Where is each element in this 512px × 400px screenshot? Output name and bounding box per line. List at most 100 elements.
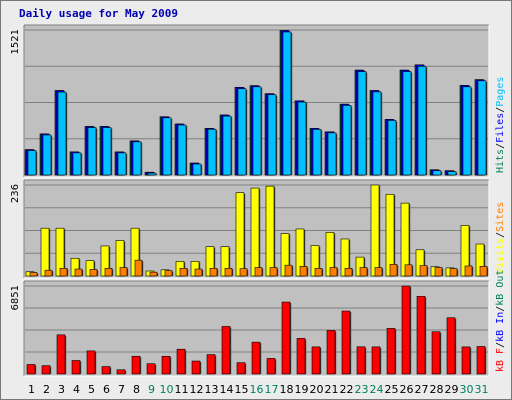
bar-pages-15 <box>237 88 247 176</box>
top-ymax-label: 1521 <box>10 29 21 54</box>
bar-pages-9 <box>147 172 157 176</box>
bar-visits-16 <box>250 187 260 277</box>
bar-kbf-24 <box>371 346 381 375</box>
bar-kbf-12 <box>191 360 201 375</box>
bar-kbf-25 <box>386 328 396 375</box>
bar-pages-8 <box>132 141 142 176</box>
x-tick-label-4: 4 <box>73 383 80 396</box>
bar-sites-26 <box>404 264 413 277</box>
bar-sites-11 <box>179 267 188 277</box>
bar-sites-9 <box>149 271 158 277</box>
bar-sites-22 <box>344 267 353 277</box>
bar-kbf-23 <box>356 346 366 375</box>
bar-sites-1 <box>29 272 38 277</box>
bar-sites-21 <box>329 267 338 277</box>
bar-pages-29 <box>447 171 457 176</box>
bar-kbf-1 <box>26 364 36 375</box>
bottom-legend: kB F/kB In/kB Out <box>495 270 506 372</box>
bar-pages-3 <box>57 91 67 176</box>
bar-kbf-26 <box>401 285 411 375</box>
bar-kbf-30 <box>461 346 471 375</box>
bar-pages-4 <box>72 152 82 176</box>
bar-visits-15 <box>235 192 245 277</box>
bar-pages-10 <box>162 117 172 176</box>
bar-kbf-6 <box>101 366 111 375</box>
x-tick-label-18: 18 <box>280 383 294 396</box>
x-tick-label-14: 14 <box>220 383 234 396</box>
bar-kbf-14 <box>221 326 231 375</box>
bar-sites-2 <box>44 269 53 277</box>
bar-sites-15 <box>239 268 248 277</box>
bar-kbf-28 <box>431 331 441 375</box>
bar-kbf-10 <box>161 355 171 375</box>
legend-entry: / <box>495 306 506 312</box>
x-tick-label-29: 29 <box>445 383 459 396</box>
bar-pages-28 <box>432 170 442 176</box>
legend-entry: Hits <box>495 149 506 173</box>
legend-entry: / <box>495 342 506 348</box>
bar-pages-30 <box>462 86 472 176</box>
bar-kbf-27 <box>416 295 426 375</box>
x-tick-label-11: 11 <box>175 383 189 396</box>
x-tick-label-16: 16 <box>250 383 264 396</box>
middle-legend: Visits/Sites <box>495 202 506 274</box>
bar-pages-25 <box>387 120 397 176</box>
bar-pages-2 <box>42 134 52 176</box>
bar-sites-8 <box>134 259 143 277</box>
x-tick-label-27: 27 <box>415 383 429 396</box>
x-tick-label-20: 20 <box>310 383 324 396</box>
bar-kbf-5 <box>86 350 96 375</box>
x-tick-label-3: 3 <box>58 383 65 396</box>
bar-sites-20 <box>314 267 323 277</box>
bar-kbf-9 <box>146 363 156 375</box>
bar-kbf-18 <box>281 301 291 375</box>
bar-pages-19 <box>297 101 307 176</box>
x-tick-label-25: 25 <box>385 383 399 396</box>
bar-kbf-7 <box>116 369 126 375</box>
bar-sites-24 <box>374 267 383 277</box>
legend-entry: kB In <box>495 312 506 342</box>
bar-sites-7 <box>119 267 128 277</box>
x-tick-label-31: 31 <box>475 383 489 396</box>
bar-pages-24 <box>372 91 382 176</box>
bar-pages-5 <box>87 127 97 176</box>
x-tick-label-8: 8 <box>133 383 140 396</box>
bar-sites-19 <box>299 266 308 277</box>
x-tick-label-19: 19 <box>295 383 309 396</box>
bar-kbf-29 <box>446 317 456 375</box>
bar-kbf-11 <box>176 348 186 375</box>
bar-sites-29 <box>449 268 458 277</box>
legend-entry: / <box>495 232 506 238</box>
bar-pages-20 <box>312 129 322 176</box>
x-tick-label-1: 1 <box>28 383 35 396</box>
bar-sites-3 <box>59 267 68 277</box>
bar-sites-12 <box>194 268 203 277</box>
chart-title: Daily usage for May 2009 <box>19 7 178 20</box>
x-tick-label-28: 28 <box>430 383 444 396</box>
bar-sites-28 <box>434 267 443 277</box>
bar-pages-18 <box>282 31 292 176</box>
bar-pages-16 <box>252 86 262 176</box>
bottom-ymax-label: 6851 <box>10 285 21 310</box>
bar-sites-17 <box>269 267 278 277</box>
x-tick-label-24: 24 <box>370 383 384 396</box>
bar-sites-16 <box>254 267 263 277</box>
bar-kbf-21 <box>326 330 336 375</box>
legend-entry: kB F <box>495 348 506 372</box>
bar-kbf-8 <box>131 355 141 375</box>
bar-sites-27 <box>419 265 428 277</box>
x-tick-label-15: 15 <box>235 383 249 396</box>
top-legend: Hits/Files/Pages <box>495 77 506 173</box>
bar-sites-13 <box>209 267 218 277</box>
x-tick-label-13: 13 <box>205 383 219 396</box>
bar-pages-11 <box>177 124 187 176</box>
x-tick-label-23: 23 <box>355 383 369 396</box>
x-tick-label-10: 10 <box>160 383 174 396</box>
bar-sites-4 <box>74 268 83 277</box>
bar-kbf-4 <box>71 360 81 375</box>
bar-sites-10 <box>164 270 173 277</box>
bar-kbf-13 <box>206 354 216 375</box>
bar-kbf-31 <box>476 346 486 375</box>
x-tick-label-30: 30 <box>460 383 474 396</box>
legend-entry: Files <box>495 113 506 143</box>
